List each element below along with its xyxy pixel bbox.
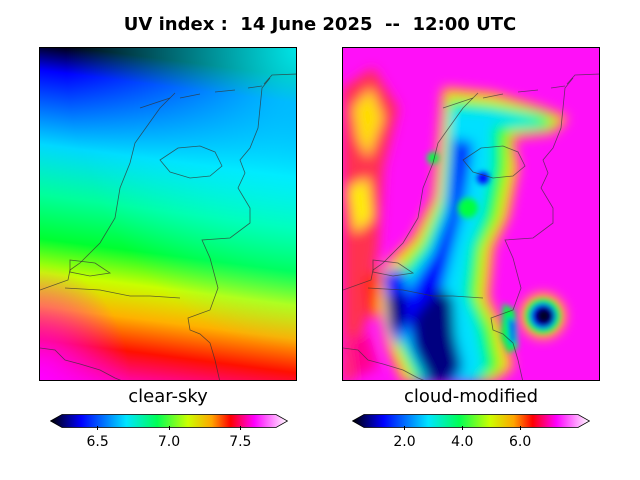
cloud-modified-tickmark	[461, 426, 463, 430]
cloud-modified-tick-label: 4.0	[451, 434, 474, 450]
cloud-modified-tickmark	[403, 426, 405, 430]
clear-sky-label: clear-sky	[128, 386, 208, 407]
cloud-modified-label: cloud-modified	[403, 386, 539, 407]
coastline-outline	[343, 73, 599, 380]
clear-sky-tick-label: 7.5	[229, 434, 252, 450]
cloud-modified-tick-label: 6.0	[509, 434, 532, 450]
clear-sky-tick-label: 7.0	[157, 434, 181, 450]
cloud-modified-map	[342, 47, 600, 381]
clear-sky-tickmark	[239, 426, 241, 430]
clear-sky-map	[39, 47, 297, 381]
cloud-modified-colorbar	[352, 414, 590, 428]
clear-sky-tickmark	[168, 426, 170, 430]
clear-sky-colorbar	[50, 414, 288, 428]
clear-sky-tickmark	[97, 426, 99, 430]
coastline-outline	[40, 73, 296, 380]
figure-title: UV index : 14 June 2025 -- 12:00 UTC	[123, 14, 517, 35]
cloud-modified-tick-label: 2.0	[393, 434, 416, 450]
cloud-modified-tickmark	[519, 426, 521, 430]
clear-sky-tick-label: 6.5	[86, 434, 109, 450]
